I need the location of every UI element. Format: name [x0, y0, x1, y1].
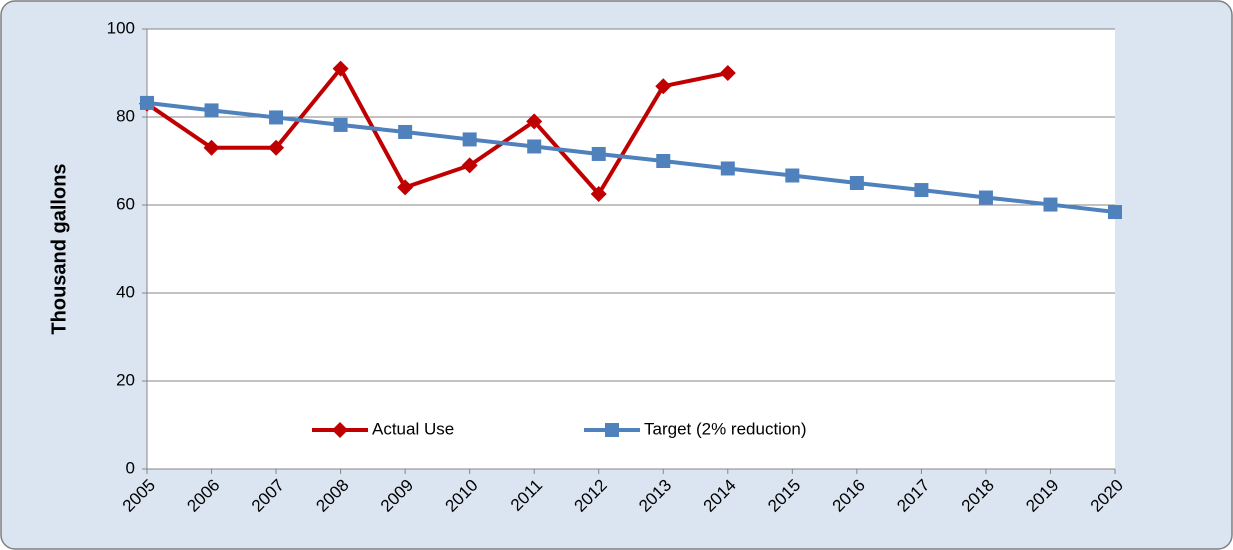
legend-label: Target (2% reduction): [644, 419, 807, 438]
marker: [269, 110, 284, 125]
y-tick-label: 80: [116, 106, 135, 125]
marker: [398, 124, 413, 139]
y-tick-label: 100: [107, 18, 135, 37]
marker: [527, 139, 542, 154]
y-axis-label: Thousand gallons: [48, 163, 70, 334]
marker: [332, 60, 349, 77]
marker: [591, 146, 606, 161]
marker: [462, 132, 477, 147]
marker: [140, 95, 154, 110]
marker: [655, 78, 672, 95]
series-line: [145, 66, 729, 196]
plot-area: [147, 29, 1115, 469]
marker: [1043, 197, 1058, 212]
marker: [720, 161, 735, 176]
marker: [1108, 205, 1122, 220]
marker: [526, 113, 543, 130]
marker: [333, 117, 348, 132]
marker: [656, 154, 671, 168]
y-tick-label: 0: [126, 458, 135, 477]
marker: [204, 103, 219, 118]
marker: [914, 183, 929, 198]
marker: [719, 65, 736, 81]
marker: [978, 190, 993, 205]
marker: [461, 157, 478, 174]
marker: [268, 139, 285, 156]
y-tick-label: 60: [116, 194, 135, 213]
y-tick-label: 20: [116, 370, 135, 389]
marker: [332, 422, 348, 438]
marker: [785, 168, 800, 183]
series-line: [146, 100, 1116, 215]
marker: [605, 423, 619, 437]
marker: [397, 179, 414, 196]
marker: [849, 176, 864, 190]
marker: [590, 186, 607, 202]
y-tick-label: 40: [116, 282, 135, 301]
marker: [203, 139, 220, 156]
legend-label: Actual Use: [372, 419, 454, 438]
